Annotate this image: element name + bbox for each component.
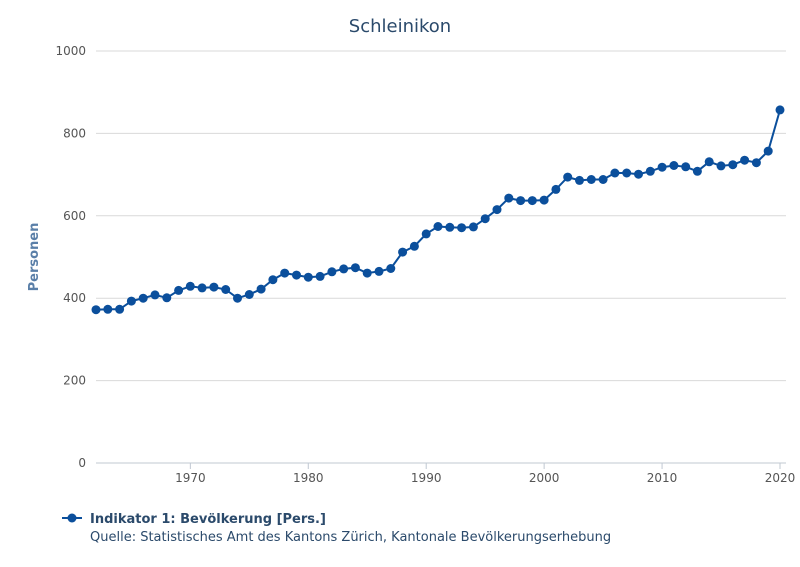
data-point[interactable] <box>657 162 667 172</box>
data-point[interactable] <box>645 166 655 176</box>
series-line <box>95 109 781 311</box>
data-point[interactable] <box>209 282 219 292</box>
chart-title: Schleinikon <box>349 16 451 37</box>
data-point[interactable] <box>327 267 337 277</box>
data-point[interactable] <box>303 272 313 282</box>
data-point[interactable] <box>91 305 101 315</box>
data-point[interactable] <box>634 169 643 179</box>
gridlines <box>96 50 786 382</box>
data-point[interactable] <box>716 161 726 171</box>
data-point[interactable] <box>563 172 573 182</box>
series-group <box>91 105 785 315</box>
data-point[interactable] <box>115 304 125 314</box>
data-point[interactable] <box>551 184 561 194</box>
data-point[interactable] <box>728 160 738 170</box>
data-point[interactable] <box>480 214 490 224</box>
data-point[interactable] <box>598 175 608 184</box>
data-point[interactable] <box>103 304 113 314</box>
legend-label: Indikator 1: Bevölkerung [Pers.] <box>90 512 326 527</box>
data-point[interactable] <box>504 193 514 203</box>
data-point[interactable] <box>280 268 290 278</box>
source-note: Quelle: Statistisches Amt des Kantons Zü… <box>90 530 611 545</box>
data-point[interactable] <box>610 168 620 178</box>
data-point[interactable] <box>221 285 231 294</box>
legend-dot-marker <box>67 513 77 523</box>
data-point[interactable] <box>492 205 502 215</box>
x-tick-label: 1980 <box>293 471 324 485</box>
y-tick-label: 800 <box>63 126 86 140</box>
data-point[interactable] <box>740 155 750 165</box>
data-point[interactable] <box>421 229 431 239</box>
data-point[interactable] <box>622 168 632 178</box>
data-point[interactable] <box>138 293 148 303</box>
data-point[interactable] <box>126 296 136 306</box>
data-point[interactable] <box>162 293 172 303</box>
data-point[interactable] <box>174 285 184 295</box>
data-point[interactable] <box>374 266 384 276</box>
data-point[interactable] <box>445 222 455 232</box>
x-tick-label: 2020 <box>765 471 796 485</box>
data-point[interactable] <box>292 270 301 280</box>
data-point[interactable] <box>150 290 160 300</box>
data-point[interactable] <box>681 162 691 172</box>
data-point[interactable] <box>398 247 408 257</box>
data-point[interactable] <box>539 195 549 205</box>
y-axis-ticks: 0 200 400 600 800 1000 <box>55 44 86 470</box>
data-point[interactable] <box>386 264 396 273</box>
data-point[interactable] <box>669 161 679 170</box>
x-tick-label: 2010 <box>647 471 678 485</box>
data-point[interactable] <box>315 271 325 281</box>
data-point[interactable] <box>575 175 584 185</box>
data-point[interactable] <box>409 241 419 251</box>
data-point[interactable] <box>586 175 596 184</box>
data-point[interactable] <box>233 293 242 303</box>
data-point[interactable] <box>527 196 537 206</box>
y-tick-label: 1000 <box>55 44 86 58</box>
data-point[interactable] <box>185 281 195 291</box>
data-point[interactable] <box>775 105 785 115</box>
y-axis-label: Personen <box>27 223 42 292</box>
data-point[interactable] <box>362 268 372 278</box>
data-point[interactable] <box>244 290 254 299</box>
data-point[interactable] <box>268 275 278 285</box>
data-point[interactable] <box>692 166 702 176</box>
x-tick-label: 2000 <box>529 471 560 485</box>
x-tick-label: 1990 <box>411 471 442 485</box>
legend[interactable]: Indikator 1: Bevölkerung [Pers.] <box>62 512 326 527</box>
x-tick-label: 1970 <box>175 471 206 485</box>
data-point[interactable] <box>468 222 478 232</box>
data-point[interactable] <box>751 158 761 168</box>
y-tick-label: 0 <box>78 456 86 470</box>
x-axis-ticks: 1970 1980 1990 2000 2010 2020 <box>175 463 795 485</box>
data-point[interactable] <box>339 264 349 274</box>
data-point[interactable] <box>763 146 773 156</box>
y-tick-label: 600 <box>63 209 86 223</box>
data-point[interactable] <box>197 283 207 293</box>
data-point[interactable] <box>457 223 467 233</box>
y-tick-label: 200 <box>63 374 86 388</box>
data-point[interactable] <box>516 196 526 206</box>
data-point[interactable] <box>350 263 360 273</box>
data-point[interactable] <box>433 222 443 231</box>
data-point[interactable] <box>256 284 266 294</box>
data-point[interactable] <box>704 157 714 167</box>
y-tick-label: 400 <box>63 291 86 305</box>
